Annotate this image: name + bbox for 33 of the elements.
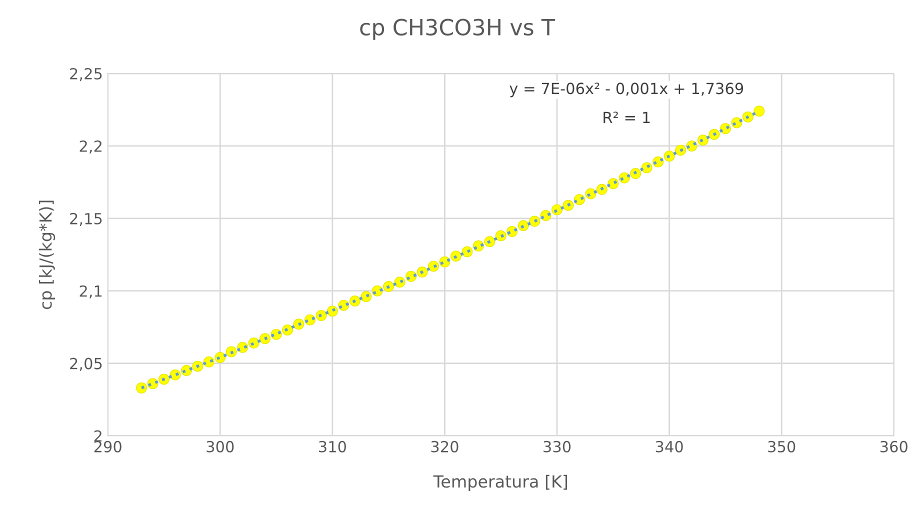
point [226,346,237,358]
point [742,111,754,122]
point [260,333,271,344]
point [675,144,686,156]
point [518,220,529,232]
x-tick-label: 350 [768,440,796,452]
x-tick-label: 290 [94,440,122,452]
point [484,236,496,248]
y-tick-label: 2,25 [70,68,102,82]
x-tick-label: 310 [319,440,346,452]
chart-title: cp CH3CO3H vs T [360,18,556,40]
point [562,200,574,211]
x-tick-label: 340 [656,440,683,452]
x-tick-label: 330 [544,440,571,452]
y-axis-title: cp [kJ/(kg*K)] [38,200,56,310]
point [450,250,462,262]
x-tick-label: 300 [206,440,234,452]
annotation: y = 7E-06x² - 0,001x + 1,7369 [510,82,744,98]
y-tick-label: 2,15 [70,212,102,226]
annotation: R² = 1 [604,112,650,123]
y-tick-label: 2,2 [80,140,102,154]
x-axis-title: Temperatura [K] [433,474,568,491]
point [192,360,204,372]
x-tick-label: 320 [431,440,458,452]
x-tick-label: 360 [880,440,908,452]
point [596,184,608,195]
y-tick-label: 2,05 [70,358,102,371]
point [708,128,720,140]
point [664,150,675,162]
point [293,318,304,330]
point [754,106,765,117]
y-tick-label: 2 [94,430,102,442]
y-tick-label: 2,1 [80,285,102,298]
